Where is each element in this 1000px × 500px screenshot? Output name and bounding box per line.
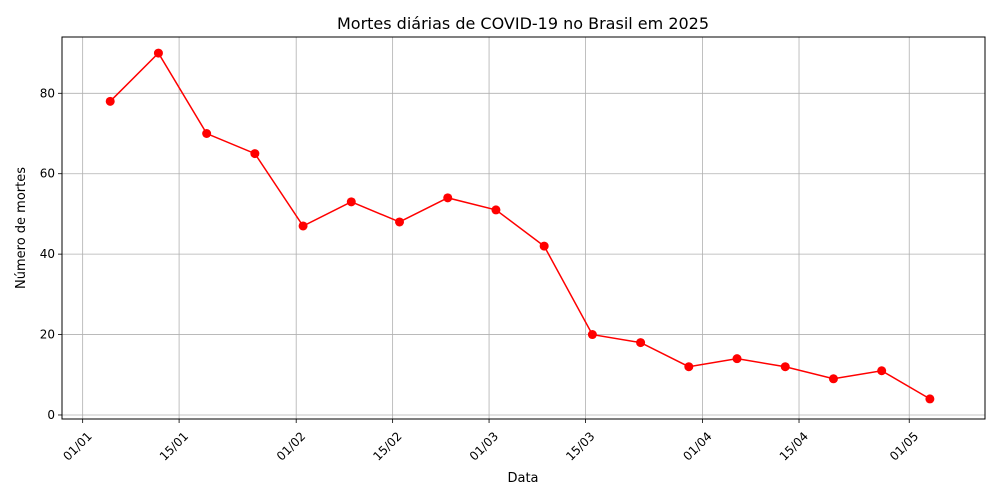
data-point: [153, 48, 163, 58]
series-layer: [105, 48, 935, 404]
y-tick-label: 60: [40, 167, 55, 181]
y-tick-label: 40: [40, 247, 55, 261]
data-point: [491, 205, 501, 215]
data-point: [395, 217, 405, 227]
data-point: [732, 354, 742, 364]
data-point: [684, 362, 694, 372]
data-point: [925, 394, 935, 404]
data-point: [105, 96, 115, 106]
data-point: [202, 129, 212, 139]
data-point: [443, 193, 453, 203]
chart-title: Mortes diárias de COVID-19 no Brasil em …: [337, 14, 709, 33]
y-tick-label: 80: [40, 86, 55, 100]
y-axis-ticks: 0 20 40 60 80: [40, 86, 62, 422]
x-axis-label: Data: [507, 471, 538, 486]
data-point: [877, 366, 887, 376]
data-point: [539, 241, 549, 251]
y-axis-label: Número de mortes: [14, 167, 29, 289]
y-tick-label: 0: [47, 408, 55, 422]
series-line: [109, 51, 931, 400]
data-point: [587, 330, 597, 340]
data-point: [780, 362, 790, 372]
data-point: [346, 197, 356, 207]
grid-lines: [62, 37, 985, 419]
data-point: [636, 338, 646, 348]
plot-frame: [61, 36, 986, 420]
y-tick-label: 20: [40, 328, 55, 342]
data-point: [298, 221, 308, 231]
data-point: [250, 149, 260, 159]
data-point: [828, 374, 838, 384]
